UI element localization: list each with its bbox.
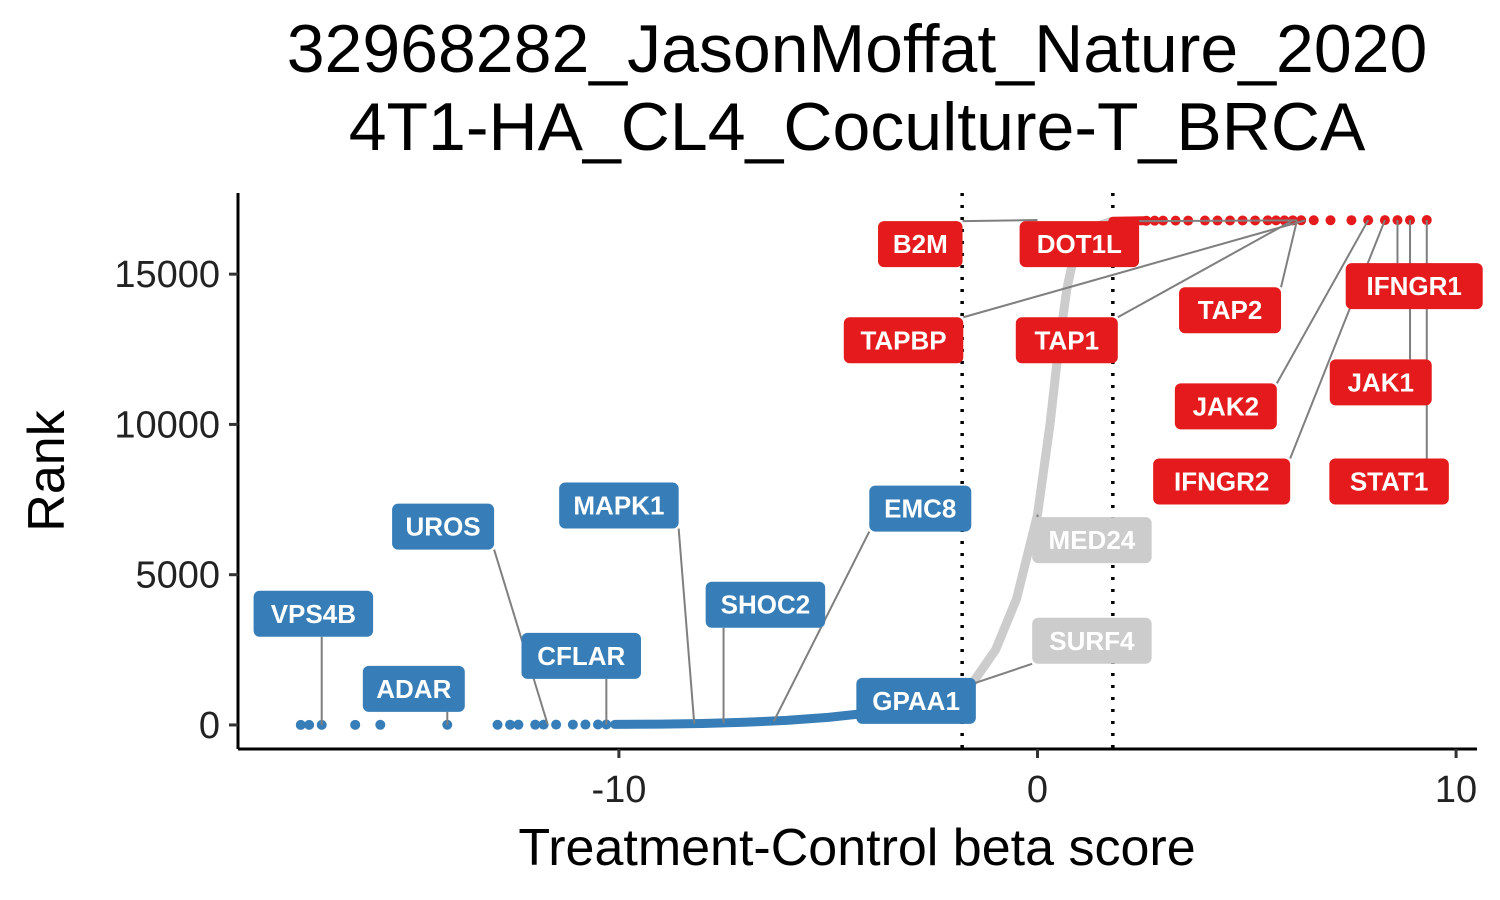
negative-point-7 <box>505 719 516 730</box>
positive-point-6 <box>1325 215 1336 226</box>
x-tick-label-2: 10 <box>1435 769 1477 811</box>
label-box-4 <box>559 482 679 529</box>
label-box-1 <box>362 665 465 712</box>
label-box-2 <box>392 503 495 550</box>
y-tick-label-1: 5000 <box>135 555 220 597</box>
x-axis-title: Treatment-Control beta score <box>518 819 1195 877</box>
negative-point-14 <box>592 719 603 730</box>
negative-point-8 <box>513 719 524 730</box>
label-connectors <box>320 219 1428 725</box>
negative-point-4 <box>375 719 386 730</box>
label-connector-10 <box>962 219 1038 223</box>
negative-point-3 <box>350 719 361 730</box>
y-tick-label-3: 15000 <box>114 254 220 296</box>
negative-point-0 <box>295 719 306 730</box>
label-text-10: B2M <box>893 229 948 259</box>
x-tick-label-1: 0 <box>1027 769 1048 811</box>
label-text-9: SURF4 <box>1049 626 1135 656</box>
label-connector-9 <box>966 662 1033 687</box>
label-box-13 <box>1015 317 1118 364</box>
label-connector-13 <box>1117 219 1294 319</box>
label-connector-18 <box>1289 219 1386 459</box>
label-connector-2 <box>493 549 549 725</box>
negative-point-13 <box>580 719 591 730</box>
label-text-14: TAP2 <box>1198 295 1263 325</box>
negative-point-12 <box>567 719 578 730</box>
label-text-1: ADAR <box>376 674 451 704</box>
label-box-17 <box>1329 359 1432 406</box>
y-axis-ticks: 0 5000 10000 15000 <box>114 254 238 747</box>
label-text-2: UROS <box>406 512 481 542</box>
label-box-9 <box>1032 617 1152 664</box>
label-box-14 <box>1179 287 1282 334</box>
y-tick-label-0: 0 <box>199 705 220 747</box>
label-connector-11 <box>1139 219 1298 223</box>
label-connector-4 <box>677 528 696 724</box>
label-box-8 <box>1032 517 1152 564</box>
label-text-11: DOT1L <box>1037 229 1122 259</box>
label-text-6: EMC8 <box>884 494 956 524</box>
label-box-0 <box>253 590 374 637</box>
positive-point-7 <box>1308 215 1319 226</box>
label-box-7 <box>856 677 976 724</box>
label-text-5: SHOC2 <box>721 590 811 620</box>
label-box-11 <box>1019 221 1140 268</box>
label-text-4: MAPK1 <box>573 491 664 521</box>
label-box-10 <box>878 221 963 268</box>
label-text-15: IFNGR1 <box>1367 271 1462 301</box>
label-text-7: GPAA1 <box>872 686 960 716</box>
label-box-3 <box>521 632 641 679</box>
negative-point-6 <box>492 719 503 730</box>
chart-title: 32968282_JasonMoffat_Nature_2020 4T1-HA_… <box>0 10 1500 166</box>
label-text-13: TAP1 <box>1035 325 1100 355</box>
chart-title-line-2: 4T1-HA_CL4_Coculture-T_BRCA <box>348 89 1366 165</box>
label-text-16: JAK2 <box>1193 391 1259 421</box>
label-text-8: MED24 <box>1049 525 1136 555</box>
label-box-16 <box>1174 383 1277 430</box>
positive-point-5 <box>1346 215 1357 226</box>
label-text-12: TAPBP <box>860 325 946 355</box>
negative-point-1 <box>304 719 315 730</box>
label-text-17: JAK1 <box>1347 367 1413 397</box>
y-axis-title: Rank <box>18 409 76 531</box>
label-text-0: VPS4B <box>271 599 356 629</box>
label-text-19: STAT1 <box>1350 467 1428 497</box>
x-tick-label-0: -10 <box>591 769 646 811</box>
label-box-6 <box>869 485 972 532</box>
chart-title-line-1: 32968282_JasonMoffat_Nature_2020 <box>286 11 1428 87</box>
label-box-15 <box>1345 263 1483 310</box>
label-box-19 <box>1329 458 1449 505</box>
label-box-12 <box>843 317 964 364</box>
threshold-lines <box>960 193 1115 749</box>
label-text-3: CFLAR <box>537 641 625 671</box>
y-tick-label-2: 10000 <box>114 404 220 446</box>
data-points <box>295 215 1432 730</box>
label-connector-14 <box>1280 220 1298 288</box>
label-box-5 <box>705 581 826 628</box>
label-connector-12 <box>963 219 1306 319</box>
label-text-18: IFNGR2 <box>1174 467 1269 497</box>
negative-point-9 <box>530 719 541 730</box>
axes: 0 5000 10000 15000 -10 0 10 <box>114 193 1477 811</box>
label-connector-16 <box>1275 219 1370 384</box>
label-box-18 <box>1153 458 1291 505</box>
x-axis-ticks: -10 0 10 <box>591 749 1477 811</box>
negative-point-11 <box>551 719 562 730</box>
gene-labels: VPS4B ADAR UROS CFLAR MAPK1 SHOC2 EMC8 GPAA1 MED… <box>253 221 1483 724</box>
